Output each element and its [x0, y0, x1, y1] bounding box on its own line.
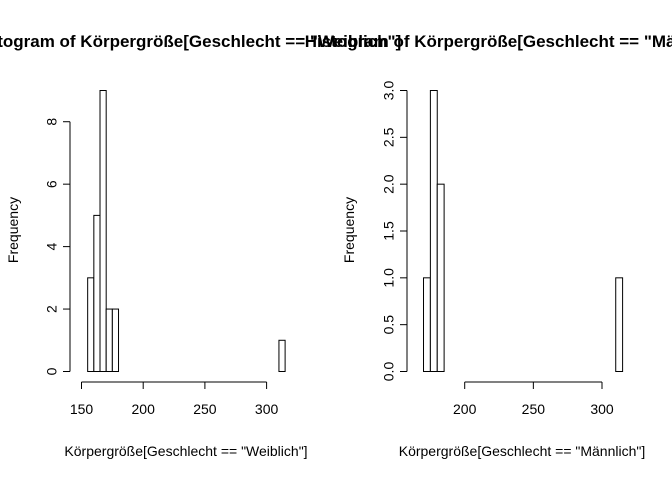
- y-tick-label: 1.0: [381, 268, 397, 288]
- histogram-bar: [436, 183, 445, 372]
- x-tick-label: 300: [590, 401, 614, 417]
- histogram-bar: [429, 90, 438, 372]
- x-axis-label: Körpergröße[Geschlecht == "Männlich"]: [399, 443, 646, 459]
- y-axis: 0 2 4 6 8: [44, 118, 71, 375]
- bars: [87, 90, 286, 372]
- x-tick-label: 300: [255, 401, 279, 417]
- x-tick-label: 150: [70, 401, 94, 417]
- y-axis: 0.0 0.5 1.0 1.5 2.0 2.5 3.0: [381, 81, 408, 382]
- histogram-bar: [423, 277, 431, 372]
- y-tick-label: 4: [44, 243, 60, 251]
- x-axis-label: Körpergröße[Geschlecht == "Weiblich"]: [64, 443, 307, 459]
- histogram-bar: [278, 339, 286, 372]
- x-axis: 200 250 300: [453, 381, 614, 417]
- histogram-bar: [111, 308, 120, 372]
- y-tick-label: 0.5: [381, 315, 397, 335]
- y-tick-label: 3.0: [381, 81, 397, 101]
- x-tick-label: 200: [132, 401, 156, 417]
- x-axis: 150 200 250 300: [70, 381, 279, 417]
- histogram-panel-maennlich: Histogram of Körpergröße[Geschlecht == "…: [305, 32, 672, 459]
- y-axis-label: Frequency: [5, 197, 21, 263]
- histogram-bar: [93, 214, 101, 372]
- y-tick-label: 1.5: [381, 221, 397, 241]
- histogram-bar: [615, 277, 624, 372]
- histogram-bar: [87, 277, 95, 372]
- y-tick-label: 2.0: [381, 174, 397, 194]
- histogram-panel-weiblich: Histogram of Körpergröße[Geschlecht == "…: [0, 32, 401, 459]
- y-tick-label: 0: [44, 367, 60, 375]
- histogram-bar: [99, 90, 107, 372]
- x-tick-label: 200: [453, 401, 477, 417]
- y-tick-label: 8: [44, 118, 60, 126]
- y-axis-label: Frequency: [341, 197, 357, 263]
- histogram-bar: [105, 308, 113, 372]
- chart-title: Histogram of Körpergröße[Geschlecht == "…: [305, 32, 672, 51]
- y-tick-label: 2: [44, 305, 60, 313]
- y-tick-label: 6: [44, 180, 60, 188]
- y-tick-label: 2.5: [381, 127, 397, 147]
- x-tick-label: 250: [193, 401, 217, 417]
- y-tick-label: 0.0: [381, 362, 397, 382]
- bars: [423, 90, 624, 372]
- x-tick-label: 250: [522, 401, 546, 417]
- chart-title: Histogram of Körpergröße[Geschlecht == "…: [0, 32, 401, 51]
